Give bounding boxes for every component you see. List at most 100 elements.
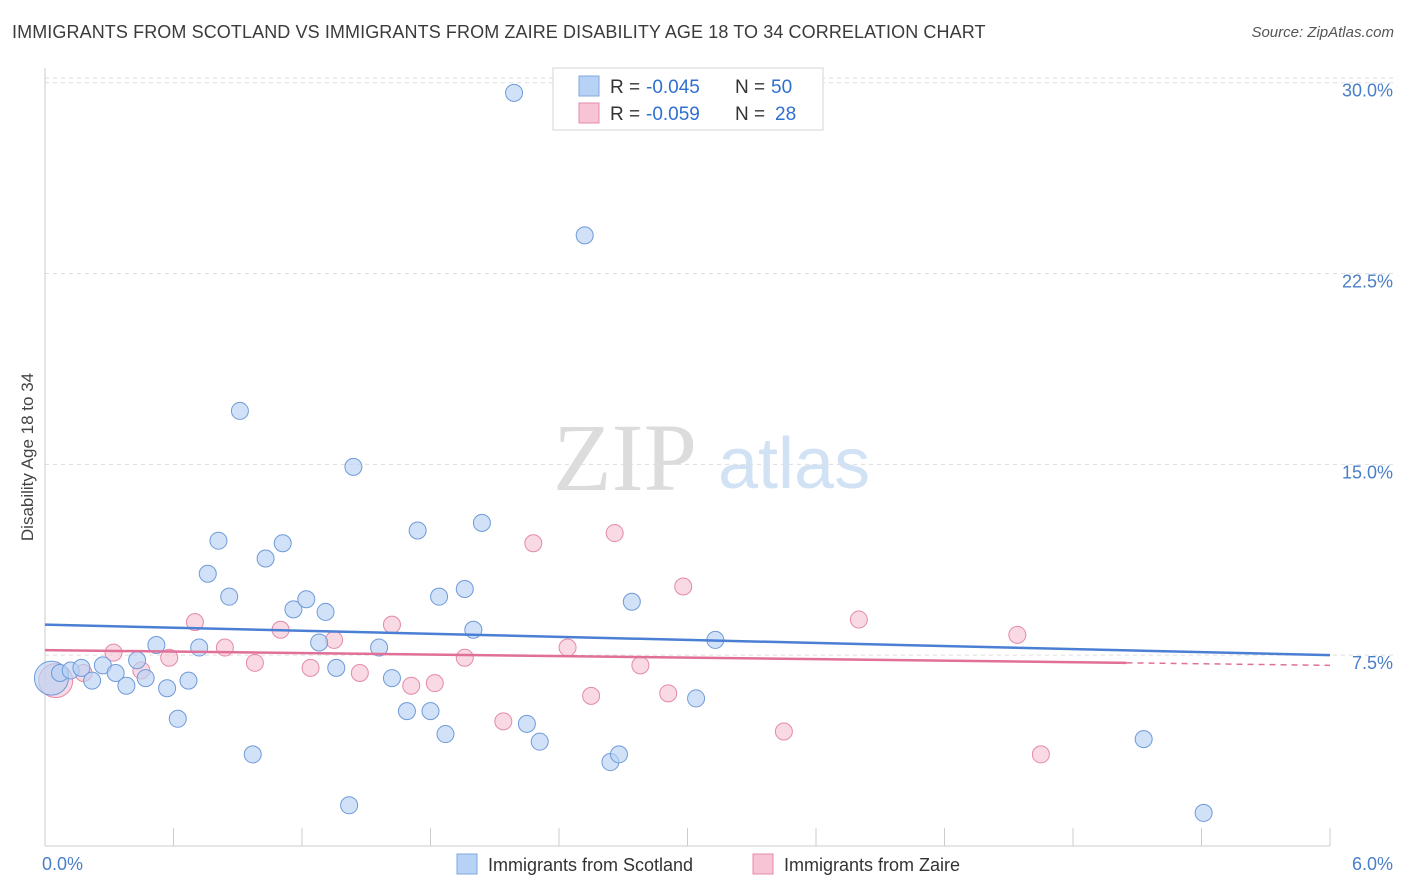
stats-r-label-zaire: R = bbox=[610, 104, 640, 125]
point-scotland-4 bbox=[83, 671, 102, 690]
point-scotland-24 bbox=[310, 633, 329, 652]
point-zaire-16 bbox=[494, 712, 513, 731]
trend-line-scotland bbox=[44, 623, 1331, 657]
point-scotland-42 bbox=[575, 226, 594, 245]
point-scotland-10 bbox=[147, 636, 166, 655]
point-scotland-38 bbox=[472, 513, 491, 532]
point-scotland-9 bbox=[136, 669, 155, 688]
y-tick-label-0: 7.5% bbox=[1352, 653, 1393, 673]
trend-lines bbox=[44, 623, 1331, 667]
point-zaire-14 bbox=[425, 674, 444, 693]
point-scotland-11 bbox=[158, 679, 177, 698]
y-tick-label-3: 30.0% bbox=[1342, 81, 1393, 101]
point-scotland-30 bbox=[382, 669, 401, 688]
point-scotland-17 bbox=[220, 587, 239, 606]
point-zaire-24 bbox=[774, 722, 793, 741]
point-scotland-44 bbox=[609, 745, 628, 764]
point-zaire-18 bbox=[558, 638, 577, 657]
x-tick-label-0: 0.0% bbox=[42, 854, 83, 874]
series-legend-swatch-scotland bbox=[456, 853, 478, 875]
point-scotland-22 bbox=[284, 600, 303, 619]
point-scotland-18 bbox=[230, 401, 249, 420]
point-zaire-13 bbox=[402, 676, 421, 695]
stats-n-label-zaire: N = bbox=[735, 104, 765, 125]
stats-legend: R = -0.045 N = 50 R = -0.059 N = 28 bbox=[552, 67, 824, 131]
point-scotland-8 bbox=[128, 651, 147, 670]
point-scotland-7 bbox=[117, 676, 136, 695]
series-legend-label-scotland: Immigrants from Scotland bbox=[488, 855, 693, 875]
point-scotland-20 bbox=[256, 549, 275, 568]
point-scotland-28 bbox=[344, 457, 363, 476]
trend-line-zaire-extension bbox=[1126, 662, 1331, 667]
stats-n-label-scotland: N = bbox=[735, 77, 765, 98]
y-axis-label: Disability Age 18 to 34 bbox=[18, 373, 37, 541]
point-zaire-27 bbox=[1031, 745, 1050, 764]
x-tick-label-1: 6.0% bbox=[1352, 854, 1393, 874]
point-zaire-17 bbox=[524, 534, 543, 553]
grid-lines bbox=[45, 77, 1393, 656]
source-label: Source: ZipAtlas.com bbox=[1251, 24, 1394, 41]
point-scotland-14 bbox=[190, 638, 209, 657]
point-zaire-11 bbox=[350, 663, 369, 682]
series-legend-swatch-zaire bbox=[752, 853, 774, 875]
point-zaire-20 bbox=[605, 524, 624, 543]
point-zaire-10 bbox=[325, 630, 344, 649]
point-scotland-49 bbox=[1194, 803, 1213, 822]
point-scotland-12 bbox=[168, 709, 187, 728]
point-scotland-46 bbox=[687, 689, 706, 708]
stats-r-value-zaire: -0.059 bbox=[646, 104, 700, 125]
point-scotland-21 bbox=[273, 534, 292, 553]
point-scotland-3 bbox=[72, 658, 91, 677]
trend-line-zaire bbox=[44, 648, 1127, 665]
point-zaire-22 bbox=[659, 684, 678, 703]
point-zaire-12 bbox=[382, 615, 401, 634]
watermark-zip: ZIP bbox=[553, 404, 697, 511]
stats-n-value-zaire: 28 bbox=[775, 104, 796, 125]
point-scotland-41 bbox=[530, 732, 549, 751]
point-zaire-19 bbox=[582, 686, 601, 705]
point-scotland-33 bbox=[421, 702, 440, 721]
point-zaire-25 bbox=[849, 610, 868, 629]
point-zaire-2 bbox=[104, 643, 123, 662]
point-scotland-34 bbox=[436, 725, 455, 744]
point-scotland-16 bbox=[209, 531, 228, 550]
point-zaire-23 bbox=[674, 577, 693, 596]
stats-n-value-scotland: 50 bbox=[771, 77, 792, 98]
point-scotland-36 bbox=[455, 580, 474, 599]
y-tick-label-2: 22.5% bbox=[1342, 272, 1393, 292]
stats-legend-swatch-zaire bbox=[578, 102, 600, 124]
point-scotland-48 bbox=[1134, 730, 1153, 749]
point-zaire-9 bbox=[301, 658, 320, 677]
series-legend: Immigrants from Scotland Immigrants from… bbox=[456, 853, 960, 875]
series-legend-label-zaire: Immigrants from Zaire bbox=[784, 855, 960, 875]
point-scotland-29 bbox=[370, 638, 389, 657]
y-tick-labels: 7.5% 15.0% 22.5% 30.0% bbox=[1342, 81, 1393, 673]
axes bbox=[44, 68, 1331, 847]
point-scotland-35 bbox=[430, 587, 449, 606]
y-tick-label-1: 15.0% bbox=[1342, 462, 1393, 482]
point-scotland-27 bbox=[340, 796, 359, 815]
x-tick-labels: 0.0% 6.0% bbox=[42, 854, 1393, 874]
stats-legend-swatch-scotland bbox=[578, 75, 600, 97]
point-scotland-13 bbox=[179, 671, 198, 690]
point-zaire-21 bbox=[631, 656, 650, 675]
point-zaire-5 bbox=[185, 613, 204, 632]
point-scotland-23 bbox=[297, 590, 316, 609]
point-scotland-45 bbox=[622, 592, 641, 611]
point-scotland-40 bbox=[517, 714, 536, 733]
point-scotland-26 bbox=[327, 658, 346, 677]
point-scotland-31 bbox=[397, 702, 416, 721]
point-scotland-15 bbox=[198, 564, 217, 583]
point-zaire-7 bbox=[245, 653, 264, 672]
point-scotland-32 bbox=[408, 521, 427, 540]
stats-r-value-scotland: -0.045 bbox=[646, 77, 700, 98]
chart-title: IMMIGRANTS FROM SCOTLAND VS IMMIGRANTS F… bbox=[12, 22, 986, 42]
point-zaire-4 bbox=[160, 648, 179, 667]
point-scotland-25 bbox=[316, 602, 335, 621]
point-zaire-15 bbox=[455, 648, 474, 667]
point-scotland-39 bbox=[505, 83, 524, 102]
point-zaire-26 bbox=[1008, 625, 1027, 644]
stats-r-label-scotland: R = bbox=[610, 77, 640, 98]
point-scotland-6 bbox=[106, 663, 125, 682]
